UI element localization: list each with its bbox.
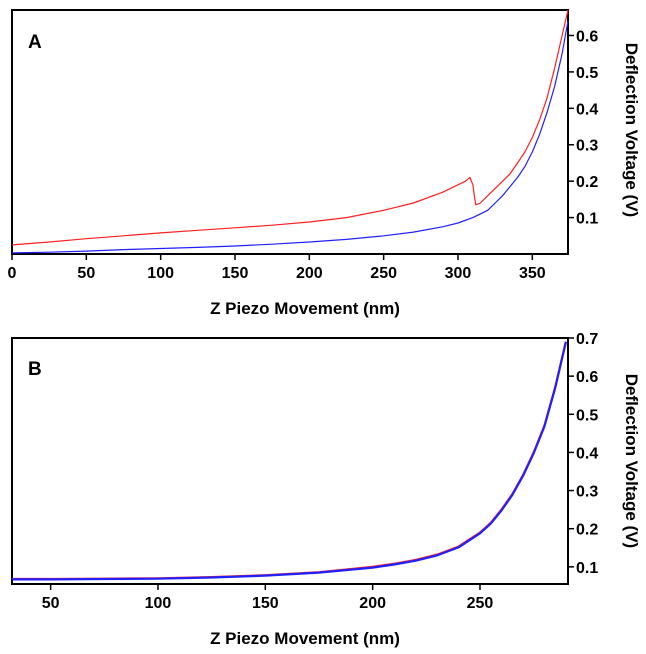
panel-b-y-tick-label: 0.5 (576, 407, 598, 424)
panel-a-x-tick-label: 300 (445, 265, 472, 282)
panel-a-x-tick-label: 350 (519, 265, 546, 282)
panel-b-y-tick-label: 0.3 (576, 484, 598, 501)
panel-a-x-tick-label: 100 (147, 265, 174, 282)
panel-a-y-tick-label: 0.3 (576, 138, 598, 155)
panel-a: A 0 50 100 150 200 250 300 350 0.10.20.30.40.50… (8, 9, 641, 318)
panel-b-series-line-1 (12, 341, 567, 581)
panel-b-y-tick-label: 0.1 (576, 560, 598, 577)
panel-b: B 50 100 150 200 250 0.1 0.2 0.3 0.4 0.5 0.6 0.7 Z… (11, 331, 641, 648)
panel-b-y-ticks: 0.1 0.2 0.3 0.4 0.5 0.6 0.7 (568, 331, 598, 577)
panel-a-series-line-1 (11, 9, 569, 246)
panel-b-x-tick-label: 50 (42, 595, 60, 612)
panel-a-series-group (11, 9, 569, 254)
panel-b-x-ticks: 50 100 150 200 250 (42, 584, 494, 612)
panel-a-y-tick-label: 0.6 (576, 28, 598, 45)
panel-b-label: B (28, 359, 42, 380)
panel-b-y-tick-label: 0.7 (576, 331, 598, 348)
panel-b-frame (11, 337, 569, 585)
panel-a-x-axis-title: Z Piezo Movement (nm) (210, 299, 400, 318)
panel-a-y-tick-label: 0.1 (576, 211, 598, 228)
panel-a-y-ticks: 0.1 0.2 0.3 0.4 0.5 0.6 (568, 28, 598, 228)
panel-b-y-tick-label: 0.4 (576, 445, 598, 462)
panel-b-series-line-2 (12, 341, 567, 581)
panel-a-series-line-2 (11, 20, 569, 254)
panel-b-x-tick-label: 250 (467, 595, 494, 612)
panel-a-y-axis-title: Deflection Voltage (V) (622, 43, 641, 217)
panel-a-x-ticks: 0 50 100 150 200 250 300 350 (8, 254, 546, 282)
panel-a-x-tick-label: 0 (8, 265, 17, 282)
panel-b-x-tick-label: 100 (145, 595, 172, 612)
panel-a-x-tick-label: 200 (296, 265, 323, 282)
panel-a-frame (11, 9, 569, 255)
panel-b-x-axis-title: Z Piezo Movement (nm) (210, 629, 400, 648)
panel-b-y-axis-title: Deflection Voltage (V) (622, 374, 641, 548)
panel-a-y-tick-label: 0.5 (576, 65, 598, 82)
panel-a-x-tick-label: 250 (370, 265, 397, 282)
panel-b-x-tick-label: 200 (359, 595, 386, 612)
panel-a-y-tick-label: 0.2 (576, 174, 598, 191)
panel-b-series-group (12, 341, 567, 581)
panel-b-x-tick-label: 150 (252, 595, 279, 612)
panel-a-y-tick-label: 0.4 (576, 101, 598, 118)
panel-a-x-tick-label: 150 (222, 265, 249, 282)
panel-a-x-tick-label: 50 (77, 265, 95, 282)
panel-b-y-tick-label: 0.2 (576, 522, 598, 539)
panel-b-y-tick-label: 0.6 (576, 369, 598, 386)
panel-a-label: A (28, 32, 42, 53)
